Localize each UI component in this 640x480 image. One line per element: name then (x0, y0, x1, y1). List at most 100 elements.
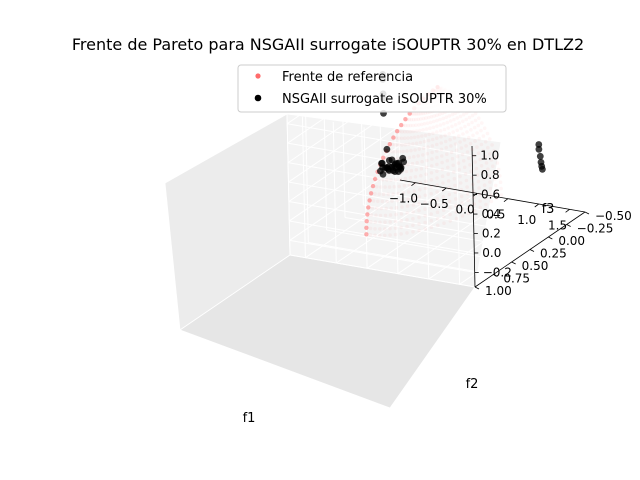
reference-point (460, 152, 465, 157)
solution-point (377, 167, 384, 175)
reference-point (464, 117, 469, 122)
reference-point (453, 197, 458, 201)
reference-point (452, 136, 457, 140)
reference-point (435, 118, 439, 123)
reference-point (456, 134, 461, 138)
solution-point (539, 165, 546, 173)
reference-point (402, 130, 407, 134)
reference-point (374, 206, 379, 211)
reference-point (460, 207, 465, 212)
reference-point (492, 149, 496, 153)
reference-point (484, 202, 488, 207)
reference-point (406, 197, 410, 201)
reference-point (369, 213, 374, 217)
reference-point (441, 181, 445, 185)
reference-point (413, 182, 417, 186)
reference-point (443, 139, 448, 144)
reference-point (429, 115, 434, 119)
legend-marker-reference (255, 73, 261, 79)
reference-point (428, 126, 432, 130)
reference-point (399, 225, 403, 230)
legend-marker-solutions (254, 94, 262, 102)
reference-point (435, 130, 439, 134)
gridline (288, 181, 474, 215)
reference-point (409, 168, 414, 173)
reference-point (393, 226, 398, 230)
reference-point (405, 224, 409, 229)
reference-point (377, 192, 382, 196)
reference-point (411, 216, 415, 221)
reference-point (423, 200, 428, 204)
reference-point (399, 136, 404, 141)
reference-point (440, 154, 444, 158)
reference-point (400, 205, 404, 209)
reference-point (465, 185, 469, 189)
reference-point (453, 183, 457, 188)
gridline (326, 229, 512, 263)
reference-point (460, 201, 464, 205)
reference-point (406, 190, 411, 194)
solution-point (535, 141, 543, 148)
reference-point (419, 166, 424, 171)
axis-line (399, 179, 586, 213)
reference-point (373, 227, 377, 231)
reference-point (465, 192, 470, 196)
solution-point (536, 152, 544, 160)
reference-point (420, 159, 424, 164)
reference-point (448, 219, 453, 223)
reference-point (381, 155, 386, 160)
z-tick-labels: −0.2 0.0 0.2 0.4 0.6 0.8 1.0 (472, 149, 512, 279)
reference-point (479, 142, 484, 147)
reference-point (384, 206, 389, 211)
reference-point (424, 127, 429, 131)
z-tick-label: 1.0 (480, 149, 499, 163)
reference-point (403, 142, 408, 147)
reference-point (466, 205, 471, 209)
gridline (301, 116, 306, 258)
reference-point (479, 128, 483, 133)
reference-point (488, 137, 492, 141)
reference-point (468, 163, 472, 167)
solution-point (378, 160, 385, 167)
reference-point (430, 144, 435, 148)
reference-point (380, 199, 385, 204)
z-tick-label: 0.2 (482, 227, 501, 241)
reference-point (414, 168, 419, 172)
reference-point (419, 111, 423, 116)
reference-point (377, 177, 381, 182)
reference-point (441, 201, 446, 206)
reference-point (435, 113, 439, 117)
reference-point (378, 233, 382, 238)
reference-point (485, 131, 490, 136)
reference-point (495, 161, 500, 165)
reference-point (400, 143, 404, 147)
reference-point (421, 153, 425, 157)
reference-point (453, 190, 458, 194)
reference-point (417, 201, 422, 206)
reference-point (435, 217, 440, 221)
reference-point (411, 210, 415, 214)
reference-point (489, 193, 493, 197)
reference-point (479, 164, 484, 168)
reference-point (405, 231, 409, 235)
reference-point (417, 112, 421, 116)
reference-point (438, 123, 443, 127)
gridline (381, 192, 567, 225)
reference-point (379, 206, 384, 211)
reference-point (435, 196, 440, 201)
reference-point (397, 149, 402, 154)
reference-point (411, 223, 415, 228)
reference-point (421, 116, 426, 121)
reference-point (393, 219, 398, 224)
reference-point (442, 221, 446, 225)
reference-point (421, 128, 425, 132)
reference-point (395, 156, 399, 161)
reference-point (413, 148, 417, 152)
reference-point (472, 208, 477, 213)
reference-point (371, 199, 376, 203)
reference-point (478, 199, 482, 203)
reference-point (398, 177, 403, 181)
legend-label-reference: Frente de referencia (282, 70, 413, 85)
reference-point (400, 198, 405, 202)
